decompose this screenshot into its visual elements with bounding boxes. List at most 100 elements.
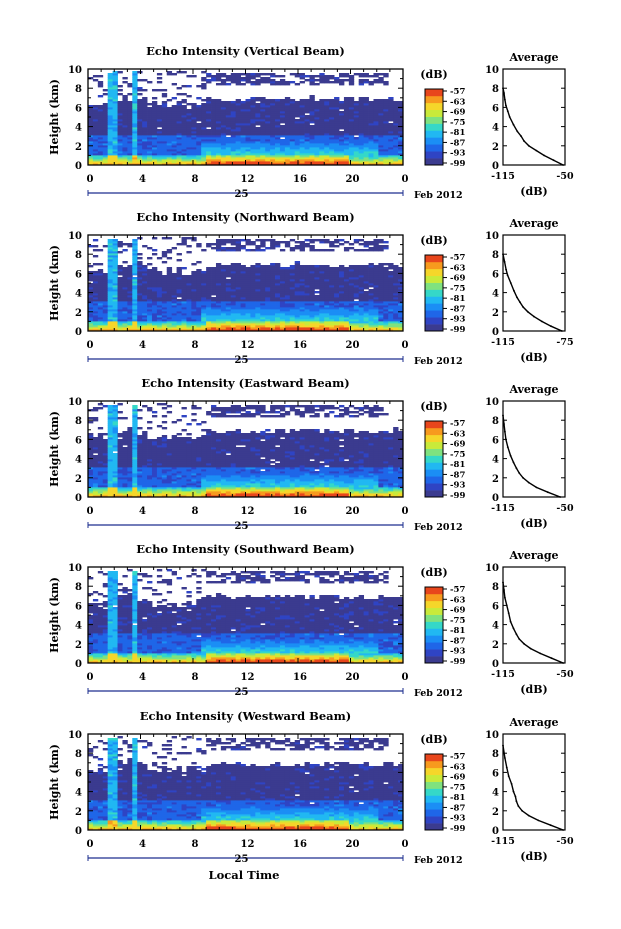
heatmap-cell (265, 155, 271, 158)
heatmap-cell (319, 105, 325, 108)
heatmap-cell (378, 151, 384, 154)
heatmap-cell (112, 95, 118, 98)
heatmap-cell (289, 147, 296, 150)
heatmap-cell (230, 151, 237, 154)
heatmap-cell (383, 293, 389, 296)
heatmap-cell (151, 307, 158, 310)
heatmap-cell (289, 289, 296, 292)
heatmap-cell (225, 283, 232, 286)
heatmap-cell (201, 99, 207, 102)
heatmap-cell (358, 249, 365, 252)
heatmap-cell (353, 117, 360, 120)
heatmap-cell (319, 81, 325, 84)
heatmap-cell (132, 163, 138, 166)
heatmap-cell (127, 125, 133, 128)
heatmap-cell (147, 327, 153, 330)
heatmap-cell (161, 121, 168, 124)
heatmap-cell (245, 249, 251, 252)
heatmap-cell (398, 149, 404, 152)
heatmap-cell (289, 275, 296, 278)
heatmap-cell (151, 117, 158, 120)
heatmap-cell (348, 131, 355, 134)
heatmap-cell (289, 161, 296, 164)
heatmap-cell (270, 105, 276, 108)
colorbar-tick-label: -69 (450, 274, 465, 284)
y-tick-label: 8 (75, 84, 82, 95)
heatmap-cell (358, 299, 365, 302)
heatmap-cell (102, 161, 109, 164)
heatmap-cell (196, 303, 202, 306)
heatmap-cell (363, 303, 369, 306)
heatmap-cell (314, 83, 320, 86)
heatmap-cell (151, 129, 158, 132)
heatmap-cell (220, 301, 227, 304)
heatmap-cell (181, 133, 187, 136)
heatmap-cell (245, 273, 251, 276)
heatmap-cell (378, 283, 384, 286)
heatmap-cell (97, 291, 104, 294)
heatmap-cell (206, 109, 212, 112)
heatmap-cell (211, 123, 217, 126)
heatmap-cell (112, 129, 118, 132)
heatmap-cell (284, 155, 291, 158)
heatmap-cell (225, 325, 232, 328)
heatmap-cell (161, 311, 168, 314)
heatmap-cell (383, 75, 389, 78)
heatmap-cell (230, 311, 237, 314)
heatmap-cell (107, 249, 114, 252)
heatmap-cell (319, 323, 325, 326)
heatmap-cell (225, 303, 232, 306)
heatmap-cell (142, 79, 148, 82)
heatmap-cell (161, 317, 168, 320)
heatmap-cell (147, 155, 153, 158)
heatmap-cell (294, 161, 301, 164)
heatmap-cell (368, 117, 374, 120)
heatmap-cell (156, 327, 163, 330)
heatmap-cell (112, 111, 118, 114)
heatmap-cell (343, 305, 350, 308)
heatmap-cell (260, 159, 266, 162)
heatmap-cell (211, 101, 217, 104)
heatmap-cell (398, 293, 404, 296)
heatmap-cell (211, 299, 217, 302)
colorbar-swatch (425, 261, 443, 270)
heatmap-cell (92, 305, 99, 308)
heatmap-cell (309, 141, 315, 144)
heatmap-cell (309, 285, 315, 288)
heatmap-cell (225, 315, 232, 318)
heatmap-cell (334, 313, 340, 316)
heatmap-cell (147, 285, 153, 288)
heatmap-cell (279, 101, 286, 104)
heatmap-cell (353, 319, 360, 322)
heatmap-cell (329, 299, 335, 302)
heatmap-cell (132, 271, 138, 274)
heatmap-cell (151, 303, 158, 306)
heatmap-cell (176, 153, 182, 156)
heatmap-cell (368, 277, 374, 280)
heatmap-cell (250, 287, 256, 290)
heatmap-cell (279, 133, 286, 136)
heatmap-cell (191, 305, 197, 308)
heatmap-cell (225, 79, 232, 82)
heatmap-cell (334, 147, 340, 150)
heatmap-cell (339, 135, 345, 138)
heatmap-cell (97, 111, 104, 114)
heatmap-cell (201, 287, 207, 290)
heatmap-cell (176, 329, 182, 332)
heatmap-cell (191, 117, 197, 120)
heatmap-cell (358, 117, 365, 120)
heatmap-cell (363, 155, 369, 158)
heatmap-cell (339, 321, 345, 324)
heatmap-cell (304, 307, 310, 310)
heatmap-cell (324, 79, 330, 82)
heatmap-cell (156, 307, 163, 310)
heatmap-cell (206, 269, 212, 272)
heatmap-cell (191, 147, 197, 150)
heatmap-cell (388, 145, 394, 148)
heatmap-cell (127, 135, 133, 138)
heatmap-cell (166, 315, 173, 318)
heatmap-cell (107, 151, 114, 154)
heatmap-cell (230, 127, 237, 130)
heatmap-cell (225, 109, 232, 112)
heatmap-cell (132, 267, 138, 270)
